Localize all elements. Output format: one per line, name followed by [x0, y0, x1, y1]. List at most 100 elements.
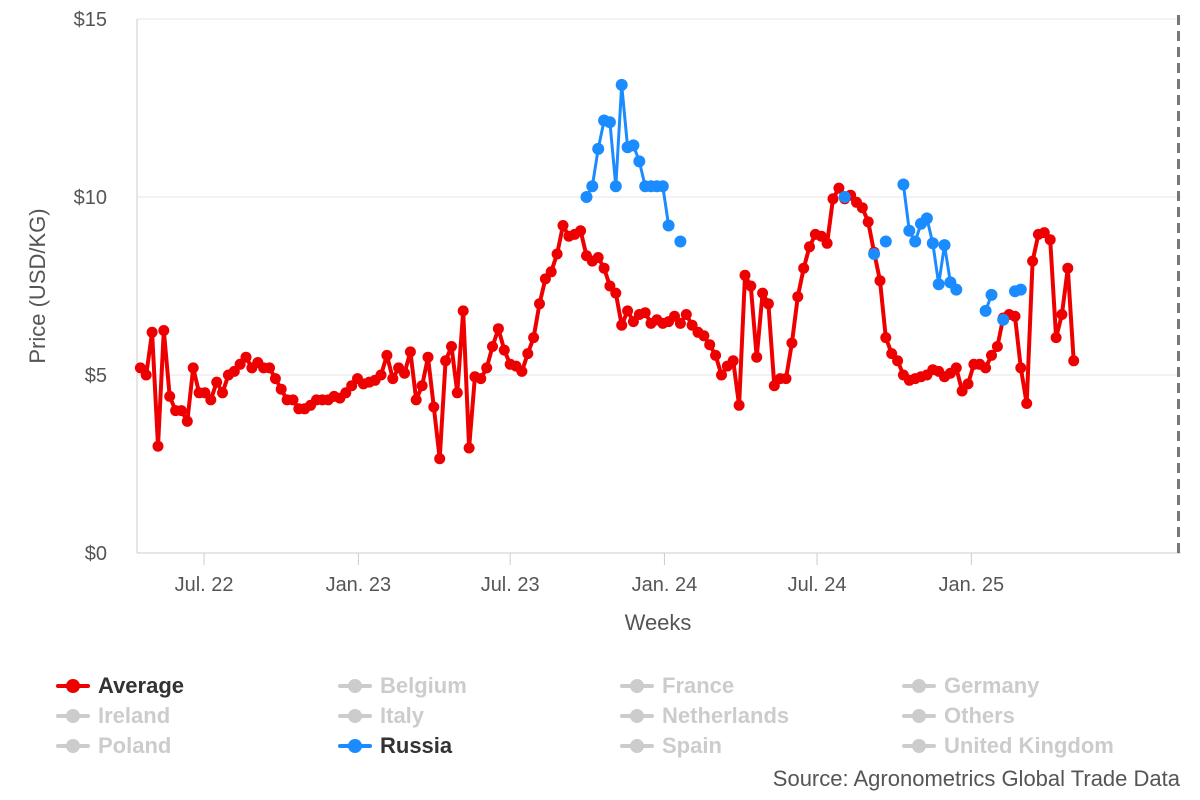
average-point	[1009, 310, 1021, 322]
average-point	[487, 341, 498, 352]
russia-point	[838, 191, 851, 203]
x-tick-label: Jul. 24	[788, 574, 847, 596]
average-point	[152, 440, 164, 452]
russia-point	[938, 239, 951, 252]
russia-point	[674, 235, 687, 248]
average-point	[140, 369, 152, 381]
legend-item-average[interactable]: Average	[56, 671, 338, 701]
russia-point	[633, 155, 646, 168]
average-point	[1062, 262, 1074, 274]
average-point	[404, 346, 416, 358]
average-point	[457, 305, 469, 317]
average-point	[792, 291, 804, 303]
legend-label: Belgium	[380, 673, 467, 698]
average-point	[240, 351, 252, 363]
average-point	[158, 325, 170, 336]
y-tick-label: $10	[74, 187, 107, 209]
legend-item-germany[interactable]: Germany	[902, 671, 1184, 701]
plot-area	[134, 78, 1080, 465]
legend-swatch-icon	[620, 679, 654, 693]
average-point	[880, 332, 892, 344]
legend-item-ireland[interactable]: Ireland	[56, 701, 338, 731]
legend-item-russia[interactable]: Russia	[338, 731, 620, 761]
average-point	[481, 362, 493, 374]
legend-item-united-kingdom[interactable]: United Kingdom	[902, 731, 1184, 761]
average-point	[416, 380, 428, 392]
legend-item-netherlands[interactable]: Netherlands	[620, 701, 902, 731]
average-point	[557, 220, 569, 231]
russia-point	[868, 248, 881, 260]
average-point	[991, 341, 1003, 352]
legend-label: Italy	[380, 703, 425, 728]
axes	[136, 15, 1181, 565]
average-point	[862, 216, 874, 228]
average-point	[780, 373, 792, 385]
russia-point	[932, 278, 945, 291]
average-point	[269, 373, 281, 385]
russia-point	[979, 304, 992, 317]
y-tick-label: $15	[74, 9, 107, 31]
average-point	[410, 394, 422, 406]
russia-line	[585, 83, 671, 227]
average-point	[528, 332, 540, 344]
average-point	[381, 349, 393, 361]
legend-item-italy[interactable]: Italy	[338, 701, 620, 731]
average-point	[146, 326, 158, 338]
average-point	[287, 394, 299, 406]
x-tick-label: Jul. 22	[175, 574, 234, 596]
average-point	[475, 373, 487, 385]
average-point	[1056, 309, 1068, 320]
legend-label: Netherlands	[662, 703, 790, 728]
legend-item-france[interactable]: France	[620, 671, 902, 701]
russia-point	[903, 224, 916, 237]
russia-point	[985, 288, 998, 301]
russia-point	[920, 212, 933, 225]
average-point	[892, 355, 904, 367]
average-point	[428, 401, 440, 413]
average-point	[962, 378, 974, 390]
russia-point	[909, 235, 922, 248]
average-point	[451, 387, 463, 399]
average-point	[827, 193, 839, 205]
average-point	[522, 348, 534, 360]
average-point	[187, 362, 199, 374]
average-point	[575, 225, 587, 237]
legend-item-belgium[interactable]: Belgium	[338, 671, 620, 701]
russia-point	[627, 139, 640, 152]
legend-item-others[interactable]: Others	[902, 701, 1184, 731]
average-point	[598, 262, 610, 274]
average-point	[516, 365, 528, 377]
average-point	[217, 387, 228, 399]
average-point	[745, 280, 757, 292]
legend-item-poland[interactable]: Poland	[56, 731, 338, 761]
average-point	[616, 319, 628, 331]
average-point	[545, 266, 557, 278]
legend-label: Germany	[944, 673, 1040, 698]
average-point	[1021, 398, 1033, 409]
legend-label: Russia	[380, 733, 453, 758]
legend-row: Ireland Italy Netherlands Others	[56, 701, 1186, 731]
average-point	[833, 182, 845, 194]
legend-label: Others	[944, 703, 1015, 728]
average-point	[698, 330, 710, 342]
legend-swatch-icon	[338, 709, 372, 723]
legend-item-spain[interactable]: Spain	[620, 731, 902, 761]
average-point	[798, 262, 810, 274]
russia-point	[879, 235, 892, 248]
average-point	[674, 317, 686, 329]
legend-swatch-icon	[902, 679, 936, 693]
russia-line	[901, 183, 958, 292]
average-point	[786, 337, 798, 349]
source-note: Source: Agronometrics Global Trade Data	[772, 766, 1180, 791]
average-point	[446, 341, 457, 352]
average-point	[821, 237, 833, 249]
average-point	[950, 362, 962, 374]
average-point	[492, 323, 504, 335]
x-tick-label: Jul. 23	[481, 574, 540, 596]
average-point	[874, 275, 886, 287]
russia-point	[580, 191, 593, 203]
average-point	[181, 415, 193, 427]
legend-swatch-icon	[620, 739, 654, 753]
average-point	[264, 362, 275, 374]
y-tick-label: $5	[85, 365, 107, 387]
